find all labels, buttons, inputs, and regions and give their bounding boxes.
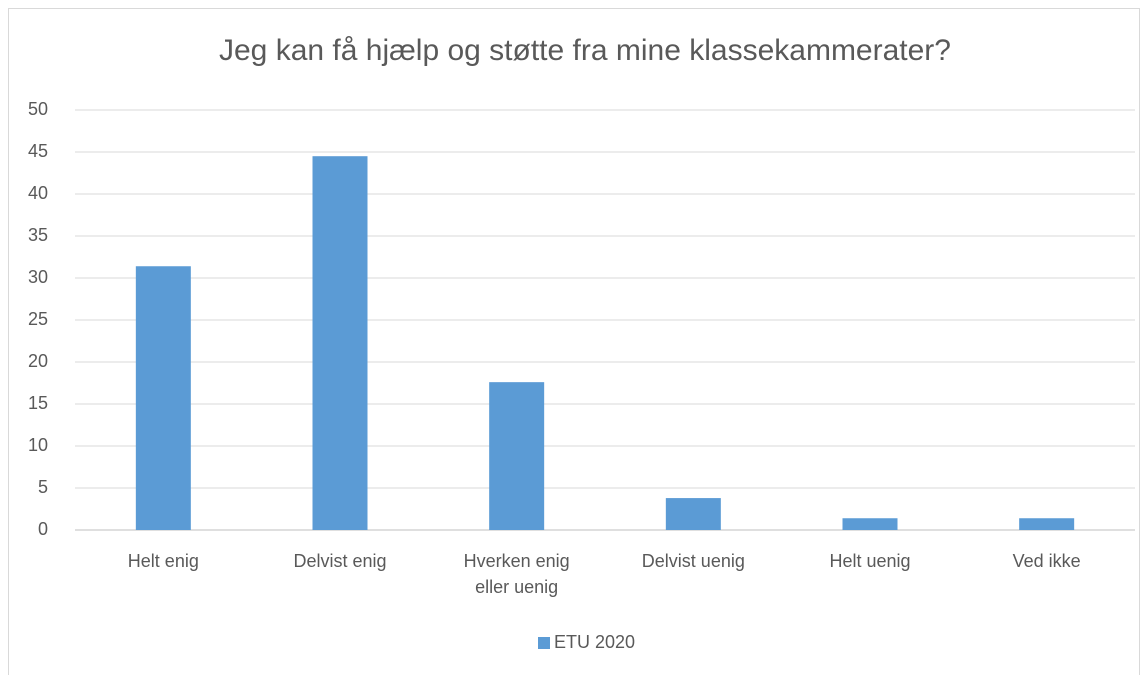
chart-title: Jeg kan få hjælp og støtte fra mine klas… [219,34,951,67]
y-tick-label: 30 [28,267,48,287]
legend-label: ETU 2020 [554,632,635,652]
x-tick-label: Delvist uenig [642,551,745,571]
bar [489,382,545,530]
bar [135,266,191,530]
x-tick-label: Hverken enig eller uenig [464,551,570,597]
y-tick-label: 20 [28,351,48,371]
y-tick-label: 5 [38,477,48,497]
bar [1019,518,1075,530]
y-tick-label: 35 [28,225,48,245]
x-tick-label: Ved ikke [1013,551,1081,571]
y-tick-label: 45 [28,141,48,161]
bar [842,518,898,530]
y-tick-label: 15 [28,393,48,413]
chart-frame [8,8,1140,675]
y-tick-label: 10 [28,435,48,455]
y-tick-label: 40 [28,183,48,203]
bar [665,498,721,530]
y-tick-label: 25 [28,309,48,329]
y-tick-label: 0 [38,519,48,539]
legend-swatch [538,637,550,649]
y-tick-label: 50 [28,99,48,119]
x-tick-label: Helt enig [128,551,199,571]
x-tick-label: Helt uenig [829,551,910,571]
x-tick-label: Delvist enig [293,551,386,571]
bar [312,156,368,530]
